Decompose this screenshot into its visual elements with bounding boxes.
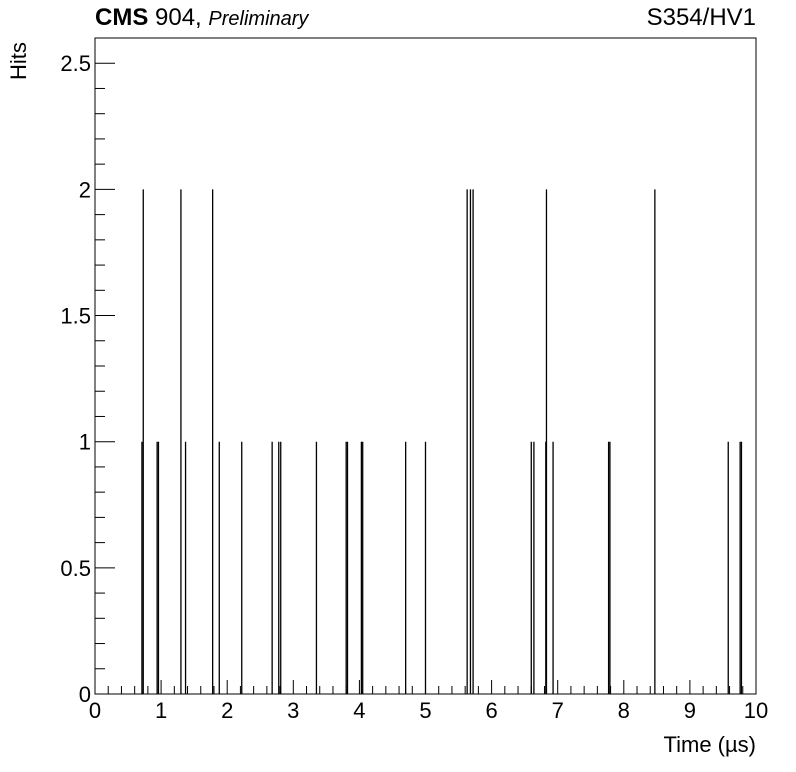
x-tick-label: 8 <box>618 698 630 723</box>
x-tick-label: 2 <box>221 698 233 723</box>
x-tick-label: 9 <box>684 698 696 723</box>
y-tick-label: 0 <box>79 682 91 707</box>
x-axis-title: Time (µs) <box>663 732 756 757</box>
experiment-label: CMS 904, Preliminary <box>95 4 308 32</box>
x-tick-label: 1 <box>155 698 167 723</box>
facility-name: 904, <box>155 4 202 31</box>
x-tick-label: 3 <box>287 698 299 723</box>
x-tick-label: 5 <box>419 698 431 723</box>
x-tick-label: 7 <box>552 698 564 723</box>
run-label: S354/HV1 <box>646 4 756 31</box>
y-tick-label: 1 <box>79 430 91 455</box>
x-tick-label: 6 <box>485 698 497 723</box>
axes: 0 1 2 3 4 5 6 7 8 9 10 0 0.5 1 1.5 2 2.5 <box>60 51 768 723</box>
status-label: Preliminary <box>208 8 309 30</box>
y-tick-label: 1.5 <box>60 304 91 329</box>
x-tick-label: 4 <box>353 698 365 723</box>
experiment-name: CMS <box>95 4 149 31</box>
x-tick-label: 10 <box>744 698 768 723</box>
x-tick-label: 0 <box>89 698 101 723</box>
y-tick-label: 2.5 <box>60 51 91 76</box>
y-tick-label: 2 <box>79 177 91 202</box>
y-tick-label: 0.5 <box>60 556 91 581</box>
histogram-bars <box>141 189 743 694</box>
